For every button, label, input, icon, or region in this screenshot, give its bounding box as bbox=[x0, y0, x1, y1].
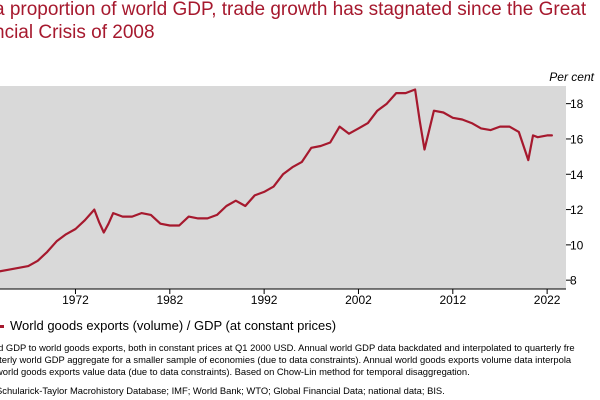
chart-title-line-2: ncial Crisis of 2008 bbox=[0, 22, 155, 43]
x-tick-label: 2022 bbox=[534, 293, 561, 307]
y-axis-unit-label: Per cent bbox=[549, 70, 594, 84]
notes-line-3: world goods exports value data (due to d… bbox=[0, 366, 470, 377]
series-line bbox=[0, 88, 553, 273]
legend-label: World goods exports (volume) / GDP (at c… bbox=[10, 318, 337, 333]
x-tick-label: 2012 bbox=[439, 293, 466, 307]
chart-notes: ld GDP to world goods exports, both in c… bbox=[0, 342, 600, 378]
legend: World goods exports (volume) / GDP (at c… bbox=[0, 318, 336, 333]
y-tick-label: 16 bbox=[570, 132, 584, 146]
y-tick-label: 12 bbox=[570, 203, 584, 217]
x-tick-label: 1972 bbox=[62, 293, 89, 307]
y-tick-label: 14 bbox=[570, 168, 584, 182]
chart-title: a proportion of world GDP, trade growth … bbox=[0, 0, 600, 44]
chart-source: Schularick-Taylor Macrohistory Database;… bbox=[0, 385, 445, 396]
legend-swatch bbox=[0, 325, 4, 329]
chart-title-line-1: a proportion of world GDP, trade growth … bbox=[0, 0, 587, 20]
x-tick-label: 1992 bbox=[251, 293, 278, 307]
y-tick-label: 10 bbox=[570, 238, 584, 252]
notes-line-2: rterly world GDP aggregate for a smaller… bbox=[0, 354, 572, 365]
x-tick-label: 1982 bbox=[156, 293, 183, 307]
y-tick-label: 8 bbox=[570, 274, 577, 288]
plot-area bbox=[0, 86, 566, 289]
y-tick-label: 18 bbox=[570, 97, 584, 111]
x-tick-label: 2002 bbox=[345, 293, 372, 307]
notes-line-1: ld GDP to world goods exports, both in c… bbox=[0, 342, 575, 353]
